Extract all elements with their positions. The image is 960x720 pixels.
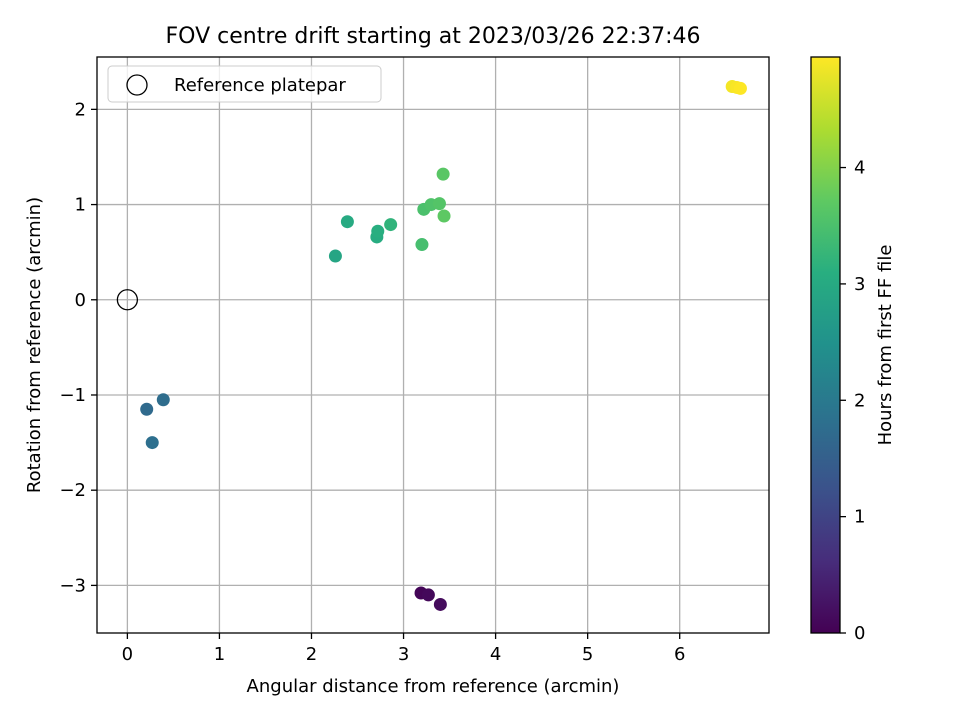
y-axis-label: Rotation from reference (arcmin) <box>24 197 45 493</box>
colorbar: 0 1 2 3 4 Hours from first FF file <box>810 56 896 644</box>
y-tick-label: −1 <box>59 385 86 406</box>
data-point <box>436 167 450 181</box>
data-point <box>371 224 385 238</box>
y-tick-label: −2 <box>59 480 86 501</box>
x-tick-label: 0 <box>122 644 133 665</box>
colorbar-tick-label: 1 <box>854 507 865 528</box>
x-tick-label: 6 <box>674 644 685 665</box>
x-axis: 0 1 2 3 4 5 6 <box>122 633 685 665</box>
legend: Reference platepar <box>107 65 382 103</box>
data-point <box>145 436 159 450</box>
colorbar-tick-label: 0 <box>854 623 865 644</box>
y-tick-label: 0 <box>75 290 86 311</box>
data-points <box>116 80 747 611</box>
plot-grid <box>97 57 769 633</box>
x-tick-label: 4 <box>490 644 501 665</box>
data-point <box>733 81 747 95</box>
colorbar-gradient <box>810 56 841 634</box>
colorbar-tick-label: 2 <box>854 390 865 411</box>
colorbar-tick-label: 4 <box>854 158 865 179</box>
data-point <box>156 393 170 407</box>
data-point <box>340 215 354 229</box>
x-tick-label: 1 <box>214 644 225 665</box>
y-tick-label: 2 <box>75 99 86 120</box>
y-tick-label: 1 <box>75 195 86 216</box>
data-point <box>415 238 429 252</box>
x-tick-label: 5 <box>582 644 593 665</box>
colorbar-tick-label: 3 <box>854 274 865 295</box>
data-point <box>328 249 342 263</box>
chart-title: FOV centre drift starting at 2023/03/26 … <box>166 24 701 49</box>
y-tick-label: −3 <box>59 575 86 596</box>
data-point <box>433 597 447 611</box>
reference-platepar-marker <box>116 289 139 311</box>
y-axis: −3 −2 −1 0 1 2 <box>59 99 97 596</box>
legend-box <box>107 65 382 103</box>
data-point <box>432 197 446 211</box>
x-axis-label: Angular distance from reference (arcmin) <box>247 676 620 697</box>
data-point <box>140 402 154 416</box>
plot-frame <box>96 56 770 634</box>
legend-marker-reference <box>126 74 148 96</box>
data-point <box>437 209 451 223</box>
legend-label-reference: Reference platepar <box>174 75 346 96</box>
x-tick-label: 2 <box>306 644 317 665</box>
colorbar-ticks: 0 1 2 3 4 <box>840 158 865 644</box>
data-point <box>384 218 398 232</box>
colorbar-label: Hours from first FF file <box>875 245 896 446</box>
data-point <box>421 588 435 602</box>
x-tick-label: 3 <box>398 644 409 665</box>
